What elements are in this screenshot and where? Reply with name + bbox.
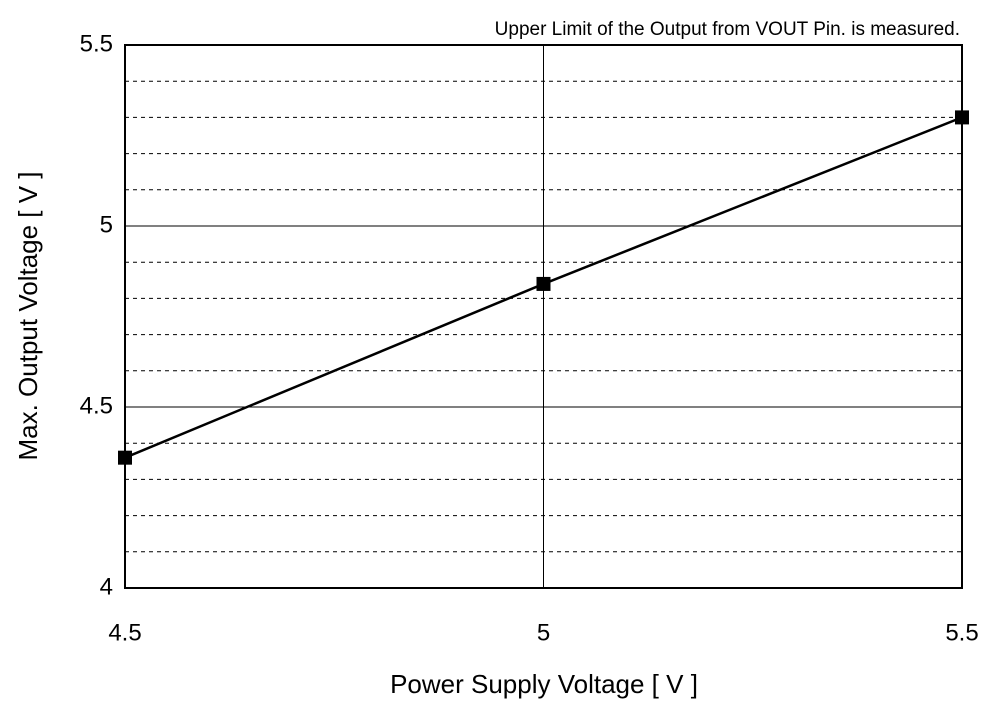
marker: [118, 450, 132, 465]
y-axis-label: Max. Output Voltage [ V ]: [13, 171, 43, 460]
y-tick-label: 4: [100, 573, 113, 600]
x-tick-label: 4.5: [108, 619, 141, 646]
y-tick-label: 5: [100, 211, 113, 238]
x-axis-label: Power Supply Voltage [ V ]: [390, 669, 698, 699]
y-tick-label: 5.5: [80, 30, 113, 57]
marker: [955, 110, 969, 125]
y-tick-label: 4.5: [80, 392, 113, 419]
annotation: Upper Limit of the Output from VOUT Pin.…: [495, 19, 960, 40]
x-tick-label: 5.5: [945, 619, 978, 646]
x-tick-label: 5: [537, 619, 550, 646]
marker: [536, 276, 551, 291]
plot-frame: [124, 44, 963, 589]
